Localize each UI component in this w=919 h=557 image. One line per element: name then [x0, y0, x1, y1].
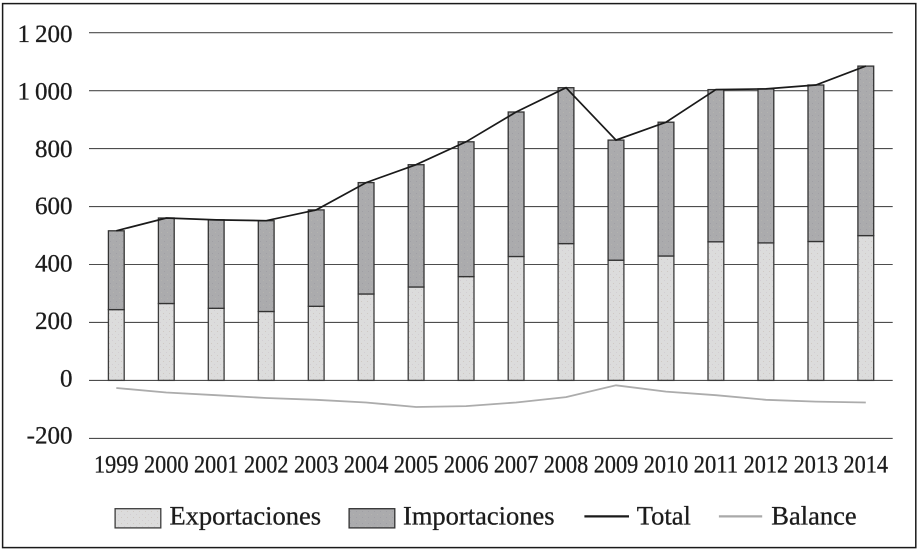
svg-text:2008: 2008: [544, 452, 589, 479]
svg-text:200: 200: [35, 308, 73, 335]
svg-text:2006: 2006: [444, 452, 489, 479]
svg-text:2012: 2012: [744, 452, 789, 479]
svg-text:2009: 2009: [594, 452, 639, 479]
svg-text:2000: 2000: [144, 452, 189, 479]
svg-text:600: 600: [35, 193, 73, 220]
svg-text:2010: 2010: [644, 452, 689, 479]
svg-text:2004: 2004: [344, 452, 389, 479]
svg-text:0: 0: [60, 365, 73, 392]
svg-text:Importaciones: Importaciones: [403, 500, 555, 530]
svg-text:400: 400: [35, 251, 73, 278]
svg-text:2001: 2001: [194, 452, 239, 479]
svg-text:2013: 2013: [794, 452, 839, 479]
svg-text:2002: 2002: [244, 452, 289, 479]
svg-text:2005: 2005: [394, 452, 439, 479]
svg-text:800: 800: [35, 136, 73, 163]
svg-text:2011: 2011: [694, 452, 739, 479]
svg-text:Balance: Balance: [771, 500, 856, 530]
svg-text:Total: Total: [637, 500, 691, 530]
svg-text:1999: 1999: [94, 452, 139, 479]
svg-text:1 200: 1 200: [17, 21, 72, 48]
svg-text:1 000: 1 000: [17, 78, 72, 105]
svg-text:-200: -200: [27, 423, 73, 450]
svg-text:2003: 2003: [294, 452, 339, 479]
svg-text:2007: 2007: [494, 452, 539, 479]
svg-text:Exportaciones: Exportaciones: [170, 500, 322, 530]
svg-text:2014: 2014: [844, 452, 889, 479]
